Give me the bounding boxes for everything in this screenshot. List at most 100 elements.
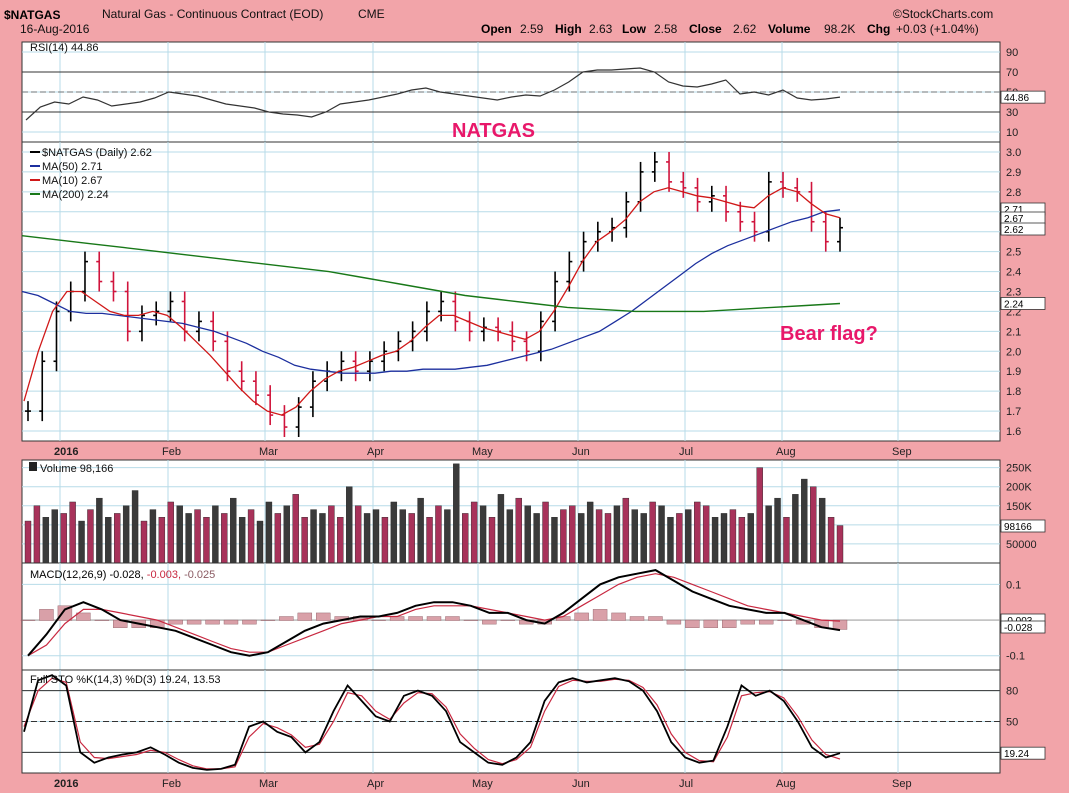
volume-bar (560, 509, 567, 564)
price-bar (309, 371, 316, 418)
macd-histogram-bar (168, 619, 183, 625)
volume-bar (149, 509, 157, 564)
volume-bar (685, 509, 692, 564)
volume-bar (60, 513, 67, 564)
stochastic-panel: 805020Full STO %K(14,3) %D(3) 19.24, 13.… (21, 669, 1046, 790)
volume-bar (247, 509, 255, 564)
volume-bar (783, 517, 790, 564)
rsi-tick-label: 70 (1006, 67, 1018, 79)
ma50-current-value: 2.71 (1004, 205, 1024, 216)
price-bar (195, 311, 202, 342)
volume-bar (24, 520, 32, 564)
price-bar (224, 331, 231, 382)
macd-panel: 0.1 -0.1 MACD(12,26,9) -0.028, -0.003, -0.… (20, 562, 1046, 671)
macd-histogram-bar (279, 616, 294, 621)
volume-bar (640, 513, 647, 564)
price-bar (423, 301, 430, 342)
price-legend-entry: MA(200) 2.24 (42, 189, 109, 201)
volume-bar (363, 513, 371, 564)
macd-histogram-bar (94, 619, 110, 621)
stochastic-x-tick-label: Aug (776, 778, 796, 790)
volume-bar (399, 509, 406, 564)
rsi-tick-label: 30 (1006, 107, 1018, 119)
price-tick-label: 2.3 (1006, 287, 1021, 299)
volume-bar (622, 497, 630, 564)
price-bar (238, 361, 245, 392)
volume-bar (256, 520, 264, 564)
macd-histogram-bar (297, 612, 313, 621)
macd-histogram-bar (592, 609, 608, 621)
price-bar (25, 401, 31, 422)
macd-histogram-bar (629, 616, 645, 621)
volume-bar (167, 501, 174, 564)
stochastic-tick-label: 50 (1006, 717, 1018, 729)
volume-bar (283, 505, 290, 564)
volume-bar (774, 497, 781, 564)
close-value: 2.62 (733, 22, 757, 36)
volume-bar (506, 509, 514, 564)
volume-bar (488, 517, 496, 564)
volume-bar (747, 513, 754, 564)
price-x-tick-label: 2016 (54, 446, 78, 458)
price-tick-label: 1.7 (1006, 406, 1021, 418)
rsi-current-value: 44.86 (1004, 93, 1029, 104)
volume-bar (131, 490, 139, 564)
volume-bar (381, 517, 389, 564)
macd-histogram-bar (574, 612, 589, 621)
macd-background (21, 562, 1001, 671)
stochastic-legend: Full STO %K(14,3) %D(3) 19.24, 13.53 (30, 674, 221, 686)
macd-signal-line (27, 573, 841, 657)
volume-bar (114, 513, 121, 564)
volume-bar (702, 505, 710, 564)
price-bar (267, 385, 274, 426)
macd-histogram-bar (57, 605, 73, 621)
stochastic-x-tick-label: Sep (892, 778, 912, 790)
stochastic-x-tick-label: May (472, 778, 493, 790)
volume-current-value: 98166 (1004, 522, 1032, 533)
volume-bar (586, 501, 594, 564)
price-bar (96, 251, 103, 292)
volume-bar (230, 497, 237, 564)
volume-bar (453, 463, 460, 564)
volume-bar (578, 513, 585, 564)
price-bar (39, 351, 46, 422)
volume-tick-label: 150K (1006, 501, 1032, 513)
volume-bar (533, 513, 540, 564)
price-legend-entry: MA(10) 2.67 (42, 175, 103, 187)
volume-bar (836, 525, 844, 564)
stochastic-current-value-box (1000, 746, 1046, 760)
price-x-tick-label: May (472, 446, 493, 458)
volume-bar (408, 513, 415, 564)
volume-bar (827, 517, 835, 564)
volume-bar (203, 517, 210, 564)
price-bar (124, 281, 131, 342)
macd-histogram-bar (76, 612, 91, 621)
volume-bar (729, 509, 737, 564)
volume-bar (158, 517, 166, 564)
rsi-line (25, 67, 841, 121)
volume-bar (33, 505, 41, 564)
stochastic-x-tick-label: Mar (259, 778, 278, 790)
price-bar (252, 371, 259, 406)
macd-histogram-bar (408, 616, 423, 621)
volume-bar (319, 513, 326, 564)
volume-label: Volume (768, 22, 811, 36)
price-bar (651, 151, 658, 182)
volume-bar (328, 505, 335, 564)
close-label: Close (689, 22, 722, 36)
volume-bar (274, 513, 282, 564)
price-legend-entry: $NATGAS (Daily) 2.62 (42, 147, 152, 159)
price-bar (438, 291, 445, 322)
volume-bar (42, 517, 50, 564)
volume-bar (497, 494, 505, 564)
macd-histogram-bar (648, 616, 663, 621)
volume-bar (613, 505, 621, 564)
volume-bar (569, 505, 576, 564)
macd-histogram-bar (463, 619, 479, 621)
price-x-tick-label: Jul (679, 446, 693, 458)
low-value: 2.58 (654, 22, 678, 36)
macd-histogram-bar (758, 619, 774, 625)
macd-tick-label: 0.1 (1006, 579, 1021, 591)
macd-histogram-bar (482, 619, 497, 625)
